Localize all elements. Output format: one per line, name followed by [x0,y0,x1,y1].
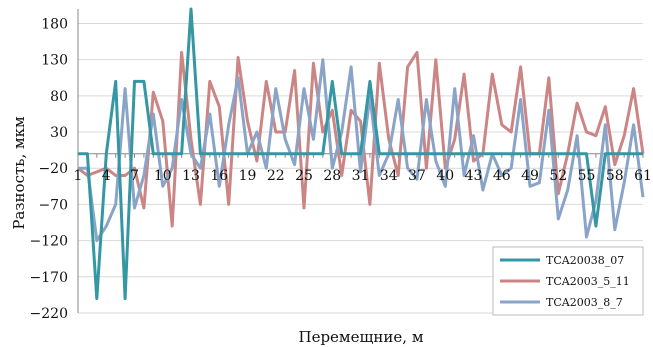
legend-label: TCA20038_07 [546,254,624,267]
y-tick-label: −220 [30,306,68,322]
y-tick-labels: −220 −170 −120 −70 −20 30 80 130 180 [30,16,68,322]
x-tick-label: 22 [267,168,285,184]
x-tick-label: 61 [634,168,652,184]
legend-label: TCA2003_5_11 [546,275,630,288]
x-tick-label: 28 [323,168,341,184]
x-tick-label: 25 [295,168,313,184]
y-tick-label: −120 [30,234,68,250]
y-tick-label: 130 [41,53,68,69]
y-tick-label: −170 [30,270,68,286]
y-axis-label: Разность, мкм [10,116,28,230]
series-line-tca20038-07 [78,7,643,300]
y-tick-label: 180 [41,16,68,32]
x-tick-label: 43 [465,168,483,184]
x-tick-label: 49 [521,168,539,184]
legend-label: TCA2003_8_7 [546,296,623,309]
x-tick-label: 46 [493,168,511,184]
x-axis-label: Перемещние, м [298,328,423,346]
x-tick-label: 58 [606,168,624,184]
y-tick-label: −70 [38,197,68,213]
x-tick-label: 7 [130,168,139,184]
x-tick-label: 52 [549,168,567,184]
x-tick-label: 37 [408,168,426,184]
series-lines [77,7,645,300]
y-tick-label: 80 [50,89,68,105]
x-tick-labels: 1 4 7 10 13 16 19 22 25 28 31 34 37 40 43 46 49 52 55 58 61 [74,168,652,184]
x-tick-label: 13 [182,168,200,184]
y-tick-label: −20 [38,161,68,177]
x-tick-label: 10 [154,168,172,184]
x-tick-label: 40 [436,168,454,184]
series-line-tca2003-5-11 [77,50,645,228]
legend: TCA20038_07 TCA2003_5_11 TCA2003_8_7 [492,246,644,316]
x-tick-label: 55 [578,168,596,184]
series-line-tca2003-8-7 [78,58,645,243]
x-tick-label: 19 [239,168,257,184]
x-tick-label: 31 [352,168,370,184]
x-tick-label: 1 [74,168,83,184]
y-tick-label: 30 [50,125,68,141]
x-tick-label: 16 [210,168,228,184]
x-tick-label: 34 [380,168,398,184]
x-tick-label: 4 [102,168,111,184]
